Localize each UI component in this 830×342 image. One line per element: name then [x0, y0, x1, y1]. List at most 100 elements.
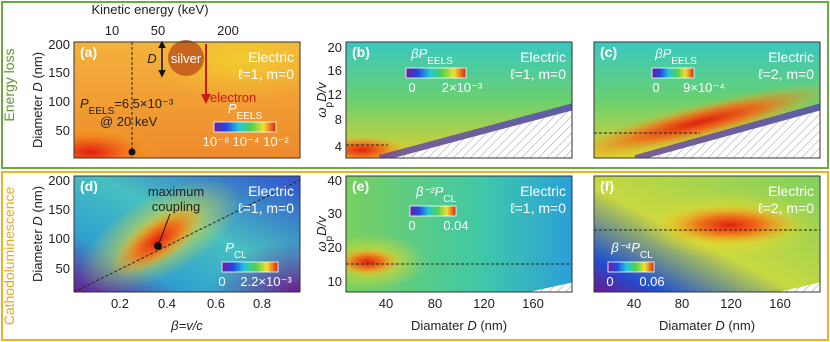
- annotation: coupling: [152, 199, 200, 214]
- particle-size: D: [147, 51, 156, 66]
- colorbar-tick: 0.06: [639, 274, 664, 289]
- panel-tag: (d): [80, 178, 98, 194]
- y-tick-label: 200: [48, 173, 70, 188]
- x-axis-title-part: (nm): [477, 318, 507, 333]
- heatmap-d: [74, 176, 300, 292]
- plot-frame: [593, 175, 821, 293]
- heatmap-f: [594, 176, 820, 292]
- y-axis-title-part: D: [30, 216, 45, 225]
- y-tick-label: 150: [48, 65, 70, 80]
- plot-frame: [73, 175, 301, 293]
- x-tick-label: 160: [522, 296, 544, 311]
- colorbar: [651, 67, 695, 79]
- panel-tag: (f): [600, 178, 614, 194]
- y-tick-label: 30: [328, 206, 342, 221]
- colorbar-title-part: EELS: [671, 56, 697, 67]
- colorbar-title-part: β: [410, 46, 419, 61]
- order-label: ℓ=2, m=0: [758, 200, 814, 216]
- panel-tag: (b): [352, 44, 370, 60]
- colorbar-tick: 0: [408, 80, 415, 95]
- y-axis-title-part: Diameter: [30, 92, 45, 148]
- colorbar-title-part: CL: [234, 250, 247, 261]
- beam-label: electron: [210, 90, 256, 105]
- colorbar: [213, 121, 277, 133]
- y-axis-title-part: ω: [314, 107, 329, 117]
- top-axis-title: Kinetic energy (keV): [91, 2, 208, 17]
- x-tick-label: 40: [627, 296, 641, 311]
- mode-label: Electric: [768, 183, 814, 199]
- colorbar-tick: 0.04: [443, 218, 468, 233]
- colorbar-title-part: P: [228, 101, 237, 116]
- y-tick-label: 12: [328, 87, 342, 102]
- y-axis-title: Diameter D (nm): [30, 186, 45, 282]
- top-tick-label: 200: [217, 23, 239, 38]
- top-tick-label: 50: [151, 23, 165, 38]
- y-tick-label: 20: [328, 40, 342, 55]
- x-tick-label: 0.2: [111, 296, 129, 311]
- x-axis-title-part: β=v/c: [170, 318, 203, 333]
- y-axis-title-part: p: [324, 101, 335, 107]
- colorbar-title: βPEELS: [410, 46, 453, 67]
- order-label: ℓ=1, m=0: [238, 200, 294, 216]
- inset-a: [128, 40, 211, 250]
- colorbar-tick: 0: [652, 80, 659, 95]
- x-axis-title: Diamater D (nm): [411, 318, 507, 333]
- plot-frame: [593, 41, 821, 159]
- colorbar-tick: 0: [606, 274, 613, 289]
- panel-tag: (c): [600, 44, 617, 60]
- x-tick-label: 0.8: [253, 296, 271, 311]
- heatmap-c: [594, 42, 820, 158]
- colorbar-tick: 10⁻⁴: [233, 134, 260, 149]
- note-value: PEELS=6.5×10⁻³: [80, 96, 174, 117]
- y-axis-title-part: ω: [314, 241, 329, 251]
- colorbar-title: β⁻²PCL: [415, 184, 457, 205]
- x-axis-title-part: (nm): [725, 318, 755, 333]
- x-tick-label: 80: [428, 296, 442, 311]
- y-tick-label: 50: [56, 123, 70, 138]
- order-label: ℓ=1, m=0: [510, 66, 566, 82]
- x-tick-label: 160: [769, 296, 791, 311]
- panel-tag: (e): [352, 178, 369, 194]
- colorbar-tick: 0: [218, 274, 225, 289]
- colorbar-tick: 2.2×10⁻³: [240, 274, 292, 289]
- colorbar-title-part: CL: [640, 250, 653, 261]
- y-axis-title-part: Diameter: [30, 226, 45, 282]
- mode-label: Electric: [768, 49, 814, 65]
- y-axis-title: ωpD/v: [314, 81, 335, 118]
- y-tick-label: 16: [328, 63, 342, 78]
- order-label: ℓ=2, m=0: [758, 66, 814, 82]
- axes-frames: [73, 41, 821, 293]
- plot-frame: [345, 41, 573, 159]
- row-label: Cathodoluminescence: [1, 187, 17, 326]
- colorbar-tick: 2×10⁻³: [442, 80, 483, 95]
- colorbar-title-part: P: [225, 240, 234, 255]
- colorbar-tick: 10⁻²: [263, 134, 289, 149]
- colorbar: [409, 205, 457, 217]
- y-tick-label: 150: [48, 202, 70, 217]
- note-value-part: P: [80, 96, 89, 111]
- colorbar-tick: 0: [408, 218, 415, 233]
- heatmap-e: [346, 176, 572, 292]
- x-axis-title-part: Diamater: [659, 318, 715, 333]
- y-axis-title-part: p: [324, 235, 335, 241]
- colorbar-title-part: EELS: [237, 111, 263, 122]
- colorbar-tick: 10⁻⁶: [203, 134, 230, 149]
- colorbar-title-part: P: [419, 46, 428, 61]
- colorbar-tick: 9×10⁻⁴: [683, 80, 725, 95]
- y-axis-title-part: (nm): [30, 186, 45, 216]
- x-tick-label: 0.6: [207, 296, 225, 311]
- x-tick-label: 40: [379, 296, 393, 311]
- colorbar-title: βPEELS: [654, 46, 697, 67]
- order-label: ℓ=1, m=0: [238, 66, 294, 82]
- top-tick-label: 10: [105, 23, 119, 38]
- heatmap-b: [346, 42, 572, 158]
- mode-label: Electric: [248, 183, 294, 199]
- y-axis-title-part: (nm): [30, 52, 45, 82]
- note-value-part: =6.5×10⁻³: [114, 96, 174, 111]
- colorbar-title: PCL: [225, 240, 247, 261]
- colorbar-title-part: P: [631, 240, 640, 255]
- colorbar-title-part: β⁻⁴: [610, 240, 631, 255]
- x-tick-label: 80: [675, 296, 689, 311]
- colorbar-title-part: P: [435, 184, 444, 199]
